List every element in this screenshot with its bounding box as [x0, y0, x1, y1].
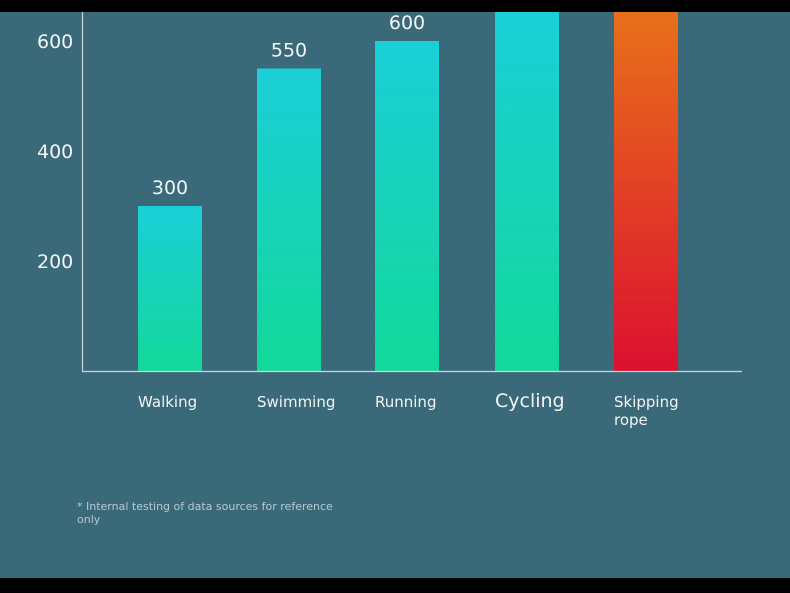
- data-label-swimming: 550: [271, 40, 307, 62]
- data-label-running: 600: [389, 12, 425, 34]
- bar-skipping-rope: [614, 12, 678, 371]
- y-tick-label-200: 200: [37, 251, 73, 273]
- bar-walking: [138, 206, 202, 371]
- bar-swimming: [257, 68, 321, 371]
- category-label-skipping-rope: Skipping rope: [614, 393, 679, 429]
- bar-cycling: [495, 12, 559, 371]
- chart-panel: 200 400 600 300 550 600 Walking Swimming Runni…: [0, 12, 790, 578]
- y-tick-label-400: 400: [37, 141, 73, 163]
- category-label-walking: Walking: [138, 393, 197, 411]
- data-label-walking: 300: [152, 177, 188, 199]
- bar-chart: 200 400 600 300 550 600 Walking Swimming Runni…: [37, 12, 742, 429]
- footnote: * Internal testing of data sources for r…: [77, 500, 333, 526]
- bar-running: [375, 41, 439, 371]
- category-label-running: Running: [375, 393, 436, 411]
- y-tick-label-600: 600: [37, 31, 73, 53]
- category-label-swimming: Swimming: [257, 393, 335, 411]
- category-label-cycling: Cycling: [495, 390, 565, 412]
